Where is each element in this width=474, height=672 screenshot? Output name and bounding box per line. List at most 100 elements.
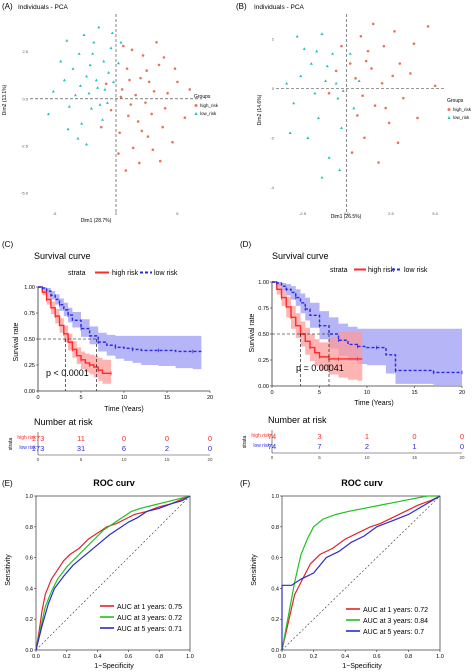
risk-count-cell: 6 xyxy=(122,444,126,453)
roc-panel-e: (E) ROC curv 0.00.0 0.2 0.2 0.4 0.4 0.6 0.6 0.8… xyxy=(2,478,194,670)
scatter-point-high-risk xyxy=(120,88,124,91)
risk-count-cell: 173 xyxy=(32,434,45,443)
scatter-point-low-risk xyxy=(295,34,299,38)
x-tick-label: 15 xyxy=(411,390,417,396)
scatter-point-low-risk xyxy=(119,40,123,44)
scatter-point-low-risk xyxy=(87,91,91,95)
risk-count-cell: 1 xyxy=(412,442,416,451)
roc-curve-5-year xyxy=(35,495,191,651)
strata-label: strata xyxy=(330,267,348,274)
x-tick-label: -5 xyxy=(53,211,57,216)
scatter-point-high-risk xyxy=(334,69,338,73)
confidence-band-low-risk xyxy=(38,287,202,370)
risk-x-tick-label: 5 xyxy=(318,455,321,460)
roc-curve-5-year xyxy=(281,495,441,650)
legend-entry-3y: AUC at 3 years: 0.84 xyxy=(363,618,428,625)
scatter-point-high-risk xyxy=(361,94,364,97)
scatter-point-high-risk xyxy=(396,141,400,144)
scatter-point-low-risk xyxy=(313,91,317,95)
scatter-point-high-risk xyxy=(104,82,108,86)
scatter-point-high-risk xyxy=(356,114,359,117)
risk-count-cell: 11 xyxy=(77,434,85,443)
scatter-point-high-risk xyxy=(162,56,166,59)
y-tick-label: 0 xyxy=(272,86,275,91)
x-tick-label: 5 xyxy=(176,211,179,216)
risk-count-cell: 0 xyxy=(412,432,416,441)
panel-tag: (B) xyxy=(236,2,247,11)
risk-count-cell: 2 xyxy=(365,442,369,451)
scatter-point-high-risk xyxy=(380,82,384,85)
scatter-point-low-risk xyxy=(116,61,120,65)
x-tick-label: 0.2 xyxy=(310,654,318,660)
y-tick-label: 0.00 xyxy=(258,384,269,390)
scatter-point-high-risk xyxy=(139,76,142,80)
scatter-point-low-risk xyxy=(97,25,101,29)
legend-entry-high: high_risk xyxy=(453,107,472,112)
scatter-point-high-risk xyxy=(393,30,396,33)
risk-row-label: high risk xyxy=(251,433,270,439)
scatter-point-low-risk xyxy=(76,137,80,140)
risk-x-tick-label: 10 xyxy=(364,455,370,460)
y-tick-label: 0.4 xyxy=(25,586,33,592)
scatter-point-high-risk xyxy=(140,129,144,133)
risk-x-tick-label: 15 xyxy=(164,457,170,462)
x-tick-label: 0.0 xyxy=(344,211,350,216)
legend-entry-3y: AUC at 3 years: 0.72 xyxy=(117,615,182,622)
scatter-point-low-risk xyxy=(102,59,106,63)
scatter-point-low-risk xyxy=(316,116,320,120)
x-tick-label: 0.8 xyxy=(155,654,163,660)
scatter-point-high-risk xyxy=(364,59,368,63)
risk-x-tick-label: 0 xyxy=(37,457,40,462)
roc-title: ROC curv xyxy=(93,478,135,488)
roc-curve-1-year xyxy=(35,495,191,651)
scatter-point-high-risk xyxy=(412,42,416,45)
scatter-point-low-risk xyxy=(331,52,335,55)
scatter-point-low-risk xyxy=(341,89,345,92)
scatter-point-high-risk xyxy=(366,49,370,53)
scatter-point-high-risk xyxy=(128,78,131,82)
scatter-point-high-risk xyxy=(416,116,419,120)
y-axis-label: Survival rate xyxy=(249,313,256,352)
scatter-point-high-risk xyxy=(327,91,331,95)
scatter-point-high-risk xyxy=(157,63,161,67)
x-tick-label: 0 xyxy=(270,390,273,396)
risk-count-cell: 0 xyxy=(122,434,126,443)
risk-row-label: low risk xyxy=(253,443,270,449)
scatter-point-high-risk xyxy=(363,136,366,140)
scatter-point-low-risk xyxy=(288,131,292,134)
legend-entry-low: low risk xyxy=(404,267,428,274)
scatter-point-low-risk xyxy=(98,103,102,106)
scatter-point-low-risk xyxy=(78,84,82,87)
x-tick-label: 0.6 xyxy=(373,654,381,660)
x-tick-label: 20 xyxy=(459,390,465,396)
risk-table-title: Number at risk xyxy=(268,415,327,425)
scatter-point-high-risk xyxy=(119,95,123,99)
y-axis-label: Survival rate xyxy=(13,322,20,361)
risk-count-cell: 0 xyxy=(208,434,212,443)
y-tick-label: 0.8 xyxy=(271,525,279,531)
survival-plot-area: 1.00 0.75 0.50 0.25 0.000 5 10 15 20 xyxy=(24,285,213,401)
scatter-point-high-risk xyxy=(409,72,412,75)
scatter-point-low-risk xyxy=(46,112,50,116)
y-tick-label: 0.6 xyxy=(25,556,33,562)
risk-count-cell: 173 xyxy=(32,444,45,453)
x-tick-label: 0.6 xyxy=(125,654,133,660)
scatter-point-high-risk xyxy=(99,125,103,129)
x-tick-label: 1.0 xyxy=(186,654,194,660)
scatter-point-high-risk xyxy=(176,80,179,84)
risk-count-cell: 2 xyxy=(165,444,169,453)
risk-x-tick-label: 20 xyxy=(459,455,465,460)
risk-x-tick-label: 10 xyxy=(121,457,127,462)
scatter-point-high-risk xyxy=(354,77,357,80)
x-axis-label: Dim1 (26.5%) xyxy=(331,214,362,220)
legend-marker-high xyxy=(194,104,198,107)
risk-table-title: Number at risk xyxy=(34,417,93,427)
risk-x-tick-label: 5 xyxy=(80,457,83,462)
legend-entry-1y: AUC at 1 years: 0.75 xyxy=(117,604,182,611)
y-tick-label: 0.0 xyxy=(22,96,28,101)
scatter-point-low-risk xyxy=(306,136,310,139)
y-axis-label: Dim2 (14.6%) xyxy=(257,94,263,125)
scatter-point-high-risk xyxy=(433,84,437,88)
